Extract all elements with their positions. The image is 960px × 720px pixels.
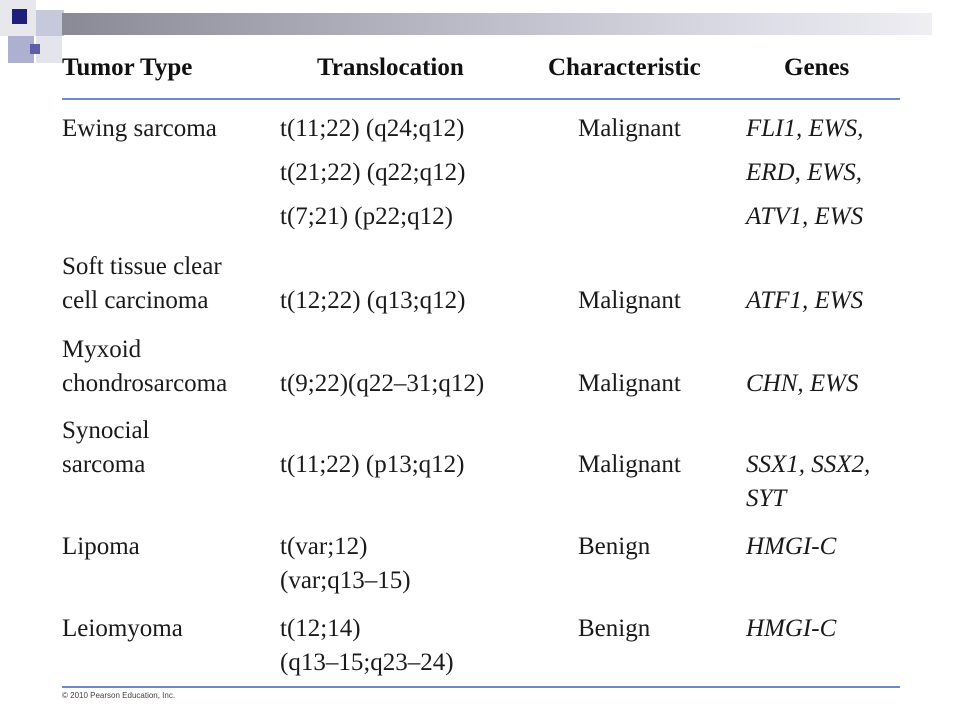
header-genes: Genes [784, 54, 850, 81]
tumor-type-cell: Soft tissue clear [62, 253, 222, 280]
corner-square-pale [36, 36, 62, 63]
translocation-cell: t(12;14) [280, 615, 361, 642]
translocation-cell: (q13–15;q23–24) [280, 649, 454, 676]
genes-cell: SYT [746, 485, 787, 512]
tumor-type-cell: sarcoma [62, 451, 146, 478]
header-characteristic: Characteristic [548, 54, 701, 81]
genes-cell: HMGI-C [746, 533, 837, 560]
header-translocation: Translocation [317, 54, 464, 81]
translocation-cell: (var;q13–15) [280, 567, 411, 594]
characteristic-cell: Malignant [578, 451, 681, 478]
tumor-type-cell: Lipoma [62, 533, 140, 560]
genes-cell: ATV1, EWS [746, 203, 864, 230]
tumor-type-cell: Leiomyoma [62, 615, 183, 642]
characteristic-cell: Benign [578, 533, 651, 560]
tumor-type-cell: chondrosarcoma [62, 370, 228, 397]
corner-square-blue [8, 36, 34, 63]
genes-cell: HMGI-C [746, 615, 837, 642]
translocation-cell: t(7;21) (p22;q12) [280, 203, 453, 230]
characteristic-cell: Malignant [578, 370, 681, 397]
genes-cell: SSX1, SSX2, [746, 451, 871, 478]
title-gradient-bar [62, 13, 932, 35]
corner-square-navy [12, 9, 27, 24]
corner-square-accent [30, 44, 40, 54]
tumor-type-cell: Synocial [62, 417, 150, 444]
genes-cell: ERD, EWS, [746, 159, 862, 186]
corner-square-lavender [36, 10, 64, 36]
header-tumor-type: Tumor Type [62, 54, 193, 81]
table-header-rule [62, 98, 900, 100]
table-footer-rule [62, 686, 900, 688]
translocation-cell: t(11;22) (p13;q12) [280, 451, 465, 478]
genes-cell: ATF1, EWS [746, 287, 864, 314]
characteristic-cell: Malignant [578, 287, 681, 314]
genes-cell: CHN, EWS [746, 370, 859, 397]
copyright-notice: © 2010 Pearson Education, Inc. [62, 691, 176, 700]
translocation-cell: t(var;12) [280, 533, 368, 560]
translocation-cell: t(9;22)(q22–31;q12) [280, 370, 485, 397]
translocation-cell: t(12;22) (q13;q12) [280, 287, 466, 314]
characteristic-cell: Malignant [578, 115, 681, 142]
translocation-cell: t(11;22) (q24;q12) [280, 115, 465, 142]
tumor-type-cell: Ewing sarcoma [62, 115, 217, 142]
translocation-cell: t(21;22) (q22;q12) [280, 159, 466, 186]
genes-cell: FLI1, EWS, [746, 115, 864, 142]
tumor-type-cell: Myxoid [62, 336, 142, 363]
characteristic-cell: Benign [578, 615, 651, 642]
tumor-type-cell: cell carcinoma [62, 287, 209, 314]
